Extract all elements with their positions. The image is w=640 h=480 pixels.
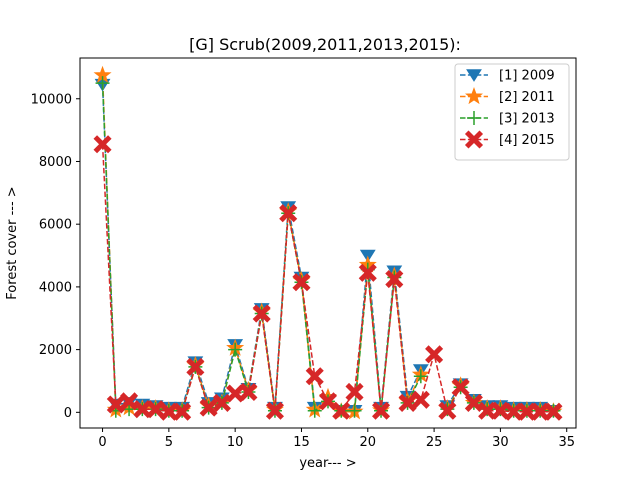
data-point xyxy=(252,304,271,323)
legend-label: [1] 2009 xyxy=(499,69,555,84)
data-point xyxy=(491,401,510,420)
data-point xyxy=(531,402,550,421)
data-point xyxy=(451,378,470,397)
x-tick-label: 0 xyxy=(98,435,106,450)
data-point xyxy=(228,342,243,357)
data-point xyxy=(318,392,338,411)
x-tick-label: 30 xyxy=(492,435,509,450)
legend-label: [4] 2015 xyxy=(499,133,555,148)
legend-entry: [3] 2013 xyxy=(460,111,555,127)
data-point xyxy=(478,401,497,420)
data-point xyxy=(438,401,457,420)
y-tick-label: 2000 xyxy=(39,343,72,358)
x-tick-label: 20 xyxy=(360,435,377,450)
data-point xyxy=(133,400,152,419)
legend-label: [2] 2011 xyxy=(499,90,555,105)
legend-label: [3] 2013 xyxy=(499,112,555,127)
data-point xyxy=(307,403,322,418)
y-tick-label: 8000 xyxy=(39,155,72,170)
axes-layer: 0 5 10 15 20 25 30 35 0 2000 4000 6000 8000 10000 xyxy=(31,92,575,450)
y-tick-label: 4000 xyxy=(39,280,72,295)
chart-title: [G] Scrub(2009,2011,2013,2015): xyxy=(189,35,461,54)
data-point xyxy=(398,393,417,412)
data-point xyxy=(517,402,536,421)
y-axis-label: Forest cover --- > xyxy=(5,186,20,299)
legend-entry: [4] 2015 xyxy=(460,130,555,149)
data-point xyxy=(159,402,178,421)
y-tick-label: 6000 xyxy=(39,218,72,233)
series-layer xyxy=(93,65,563,421)
plot-frame xyxy=(79,57,577,429)
legend-marker xyxy=(467,111,481,125)
data-point xyxy=(106,395,125,414)
data-point xyxy=(305,367,324,386)
legend-marker xyxy=(466,69,482,82)
x-tick-label: 15 xyxy=(293,435,310,450)
data-point xyxy=(292,273,311,292)
legend: [1] 2009 [2] 2011 [3] 2013 [4] 2015 xyxy=(454,63,570,161)
legend-entry: [2] 2011 xyxy=(460,87,555,105)
data-point xyxy=(504,402,523,421)
data-point xyxy=(347,403,362,418)
data-point xyxy=(385,270,404,289)
data-point xyxy=(93,135,112,154)
legend-frame xyxy=(454,63,570,161)
x-tick-label: 10 xyxy=(227,435,244,450)
y-tick-label: 0 xyxy=(64,406,72,421)
data-point xyxy=(239,382,258,401)
data-point xyxy=(212,393,231,412)
data-point xyxy=(345,382,364,401)
y-tick-label: 10000 xyxy=(31,92,72,107)
data-point xyxy=(411,390,430,409)
data-point xyxy=(544,402,563,421)
data-point xyxy=(146,400,165,419)
data-point xyxy=(186,357,205,376)
data-point xyxy=(358,263,377,282)
x-tick-label: 5 xyxy=(165,435,173,450)
data-point xyxy=(279,204,298,223)
legend-marker xyxy=(464,130,484,149)
series-4 xyxy=(93,135,563,421)
data-point xyxy=(199,398,218,417)
x-axis-label: year--- > xyxy=(299,456,356,471)
data-point xyxy=(425,345,444,364)
data-point xyxy=(464,393,483,412)
x-tick-label: 35 xyxy=(558,435,575,450)
data-point xyxy=(95,76,110,91)
x-tick-label: 25 xyxy=(426,435,443,450)
data-point xyxy=(332,401,351,420)
legend-entry: [1] 2009 xyxy=(460,69,555,84)
data-point xyxy=(265,401,284,420)
data-point xyxy=(226,384,245,403)
data-point xyxy=(413,369,428,384)
data-point xyxy=(120,392,139,411)
data-point xyxy=(173,402,192,421)
legend-marker xyxy=(464,87,484,105)
data-point xyxy=(372,401,391,420)
